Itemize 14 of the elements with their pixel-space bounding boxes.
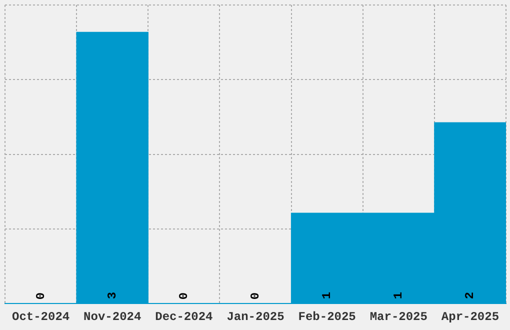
x-tick-label: Oct-2024	[12, 310, 70, 324]
data-label: 0	[248, 292, 263, 300]
data-label: 1	[320, 292, 334, 300]
x-tick-label: Mar-2025	[370, 310, 428, 324]
data-label: 3	[105, 292, 120, 300]
data-label: 2	[463, 292, 478, 300]
x-tick-label: Nov-2024	[84, 310, 142, 324]
x-tick-label: Jan-2025	[226, 310, 284, 324]
data-label: 1	[392, 292, 406, 300]
data-label: 0	[34, 292, 48, 300]
x-tick-label: Feb-2025	[298, 310, 356, 324]
data-label: 0	[176, 292, 191, 300]
x-tick-label: Dec-2024	[155, 310, 213, 324]
x-tick-label: Apr-2025	[441, 310, 500, 324]
